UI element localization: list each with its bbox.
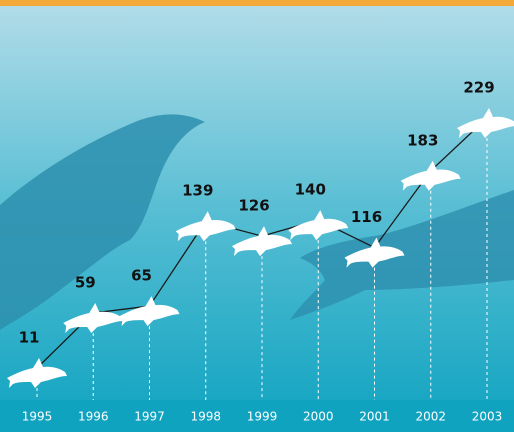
x-tick-label: 1995	[22, 410, 53, 424]
value-label: 140	[295, 181, 326, 199]
x-tick-label: 1997	[134, 410, 165, 424]
chart: 11 1995 59 1996 65 1997 139 1998 126 1999 140 2000 1…	[0, 0, 514, 432]
value-label: 116	[351, 208, 382, 226]
value-label: 183	[407, 131, 438, 149]
x-tick-label: 1996	[78, 410, 109, 424]
top-bar	[0, 0, 514, 6]
value-label: 126	[238, 197, 269, 215]
value-label: 11	[19, 329, 40, 347]
x-tick-label: 2003	[472, 410, 503, 424]
x-tick-label: 1998	[190, 410, 221, 424]
x-tick-label: 2000	[303, 410, 334, 424]
x-tick-label: 2001	[359, 410, 390, 424]
page: 11 1995 59 1996 65 1997 139 1998 126 1999 140 2000 1…	[0, 0, 514, 432]
value-label: 139	[182, 182, 213, 200]
value-label: 59	[75, 273, 96, 291]
value-label: 65	[131, 267, 152, 285]
value-label: 229	[463, 79, 494, 97]
x-tick-label: 2002	[415, 410, 446, 424]
x-tick-label: 1999	[247, 410, 278, 424]
